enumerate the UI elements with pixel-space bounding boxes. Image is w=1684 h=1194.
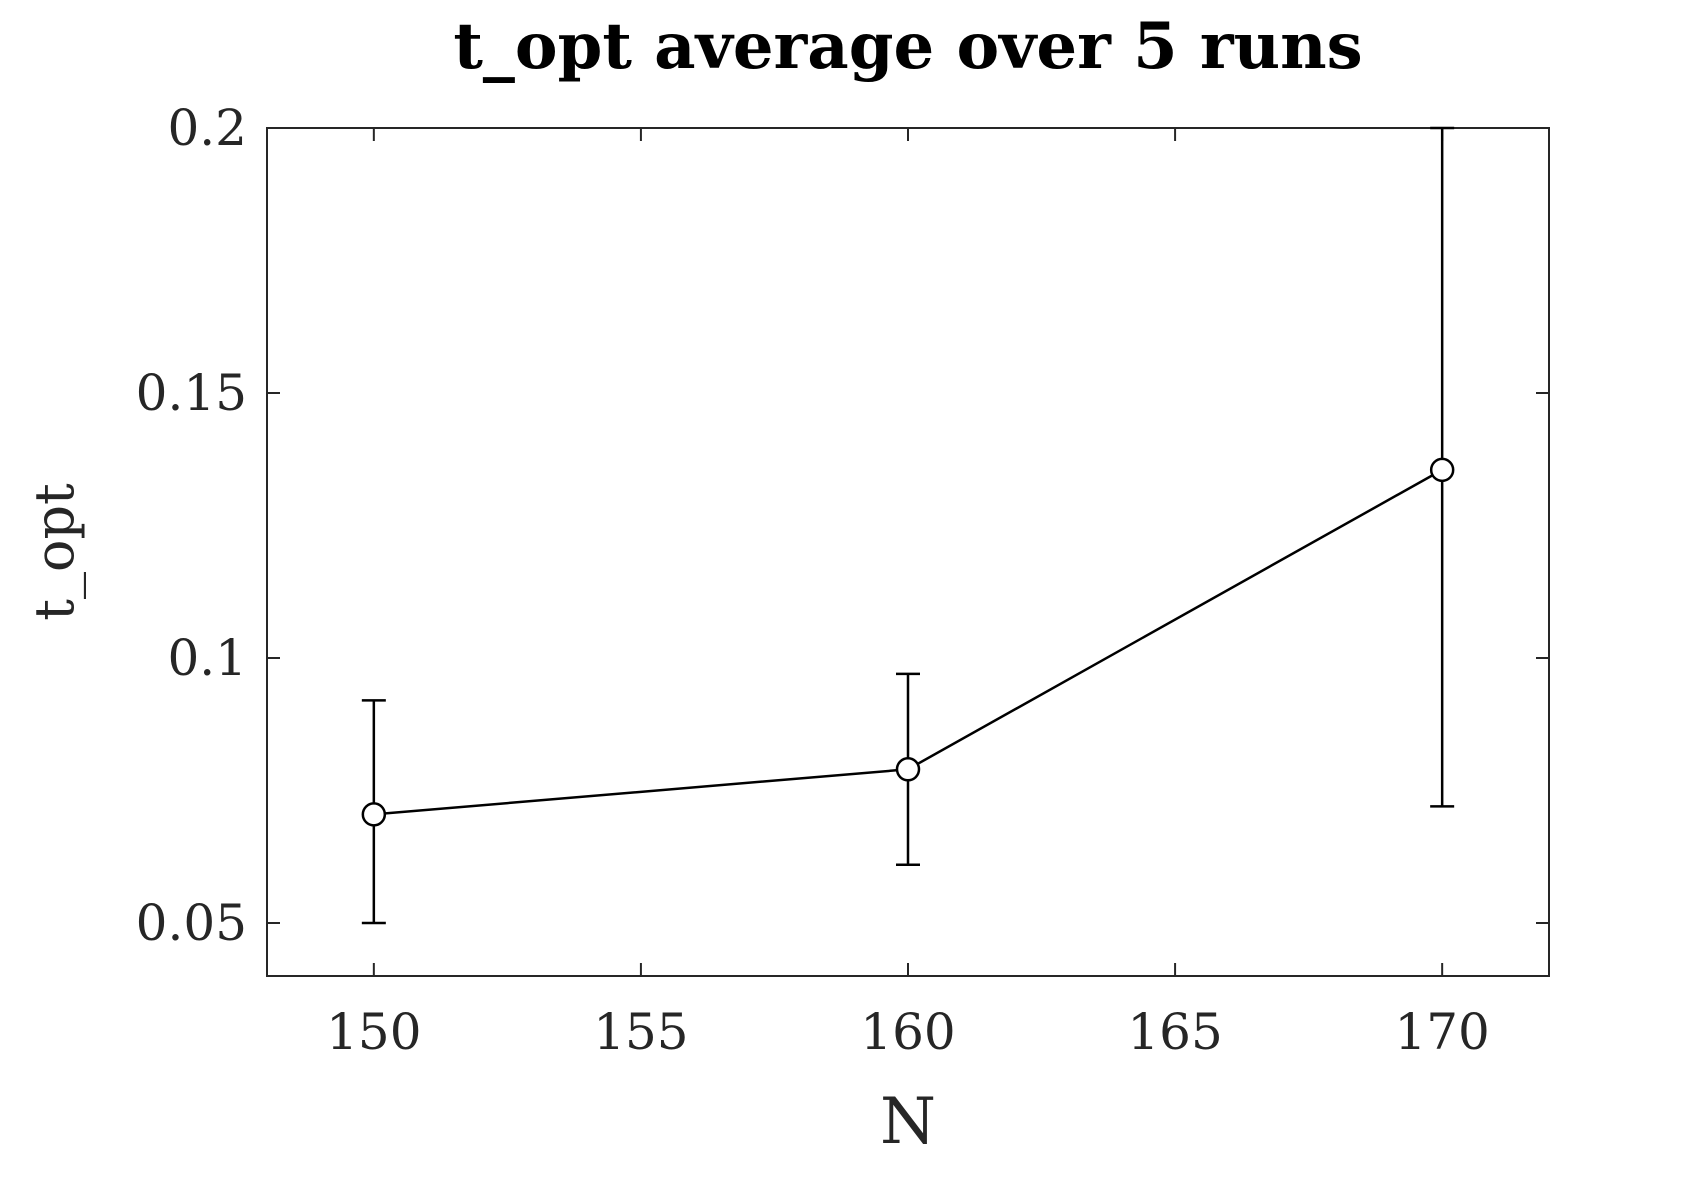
data-point [361, 802, 387, 827]
x-tick-label: 155 [593, 1003, 688, 1061]
y-tick-label: 0.15 [136, 364, 247, 422]
x-tick-label: 150 [326, 1003, 421, 1061]
data-markers [361, 457, 1455, 827]
chart-title: t_opt average over 5 runs [453, 9, 1362, 84]
y-tick-label: 0.05 [136, 894, 247, 952]
y-ticks: 0.05 0.1 0.15 0.2 [136, 99, 1549, 952]
y-axis-label: t_opt [23, 483, 86, 621]
data-point [1429, 457, 1455, 483]
x-tick-label: 165 [1127, 1003, 1222, 1061]
x-tick-label: 160 [860, 1003, 955, 1061]
y-tick-label: 0.1 [167, 629, 247, 687]
x-axis-label: N [880, 1085, 936, 1159]
data-point [895, 757, 921, 782]
x-tick-label: 170 [1394, 1003, 1489, 1061]
y-tick-label: 0.2 [167, 99, 247, 157]
x-ticks: 150 155 160 165 170 [326, 128, 1490, 1061]
